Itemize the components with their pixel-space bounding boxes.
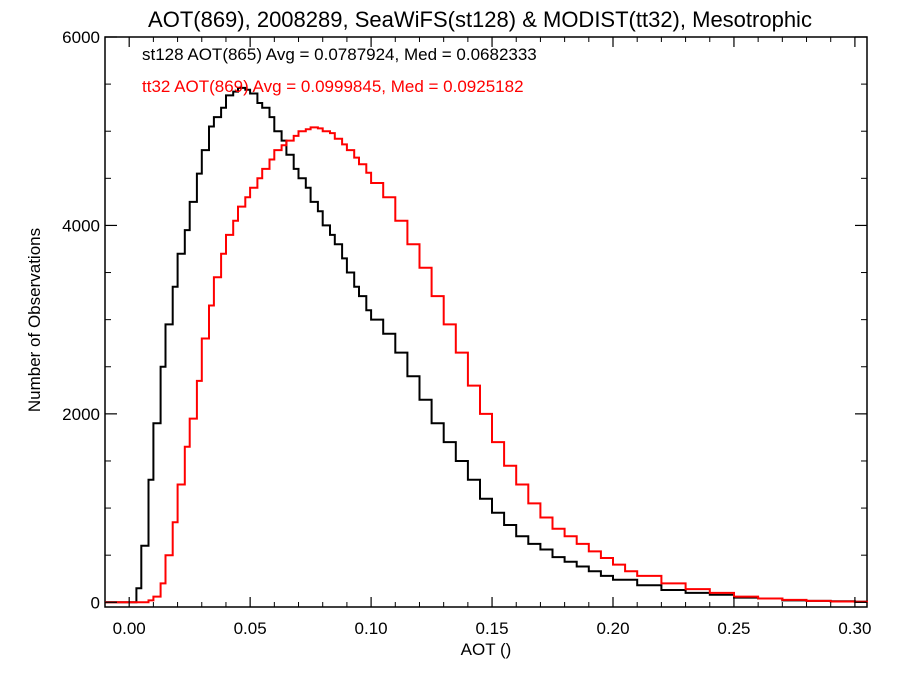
x-tick-label-6: 0.30 xyxy=(838,619,871,638)
y-axis-label: Number of Observations xyxy=(25,228,44,412)
y-tick-label-1: 2000 xyxy=(62,405,100,424)
annotation-st128: st128 AOT(865) Avg = 0.0787924, Med = 0.… xyxy=(142,45,537,64)
x-tick-label-0: 0.00 xyxy=(113,619,146,638)
y-axis-ticks: 0 2000 4000 6000 xyxy=(62,28,867,612)
x-tick-label-4: 0.20 xyxy=(596,619,629,638)
x-tick-label-2: 0.10 xyxy=(355,619,388,638)
x-tick-label-5: 0.25 xyxy=(717,619,750,638)
series-line-1 xyxy=(105,126,868,604)
y-tick-label-2: 4000 xyxy=(62,216,100,235)
x-axis-label: AOT () xyxy=(461,640,512,659)
plot-frame xyxy=(104,36,868,608)
chart-title: AOT(869), 2008289, SeaWiFS(st128) & MODI… xyxy=(148,7,812,32)
x-tick-label-3: 0.15 xyxy=(476,619,509,638)
series-layer xyxy=(105,86,868,604)
y-tick-label-0: 0 xyxy=(91,593,100,612)
y-tick-label-3: 6000 xyxy=(62,28,100,47)
annotation-tt32: tt32 AOT(869) Avg = 0.0999845, Med = 0.0… xyxy=(142,77,524,96)
x-axis-ticks: 0.00 0.05 0.10 0.15 0.20 0.25 0.30 xyxy=(104,37,871,638)
series-line-0 xyxy=(105,86,868,604)
x-tick-label-1: 0.05 xyxy=(234,619,267,638)
